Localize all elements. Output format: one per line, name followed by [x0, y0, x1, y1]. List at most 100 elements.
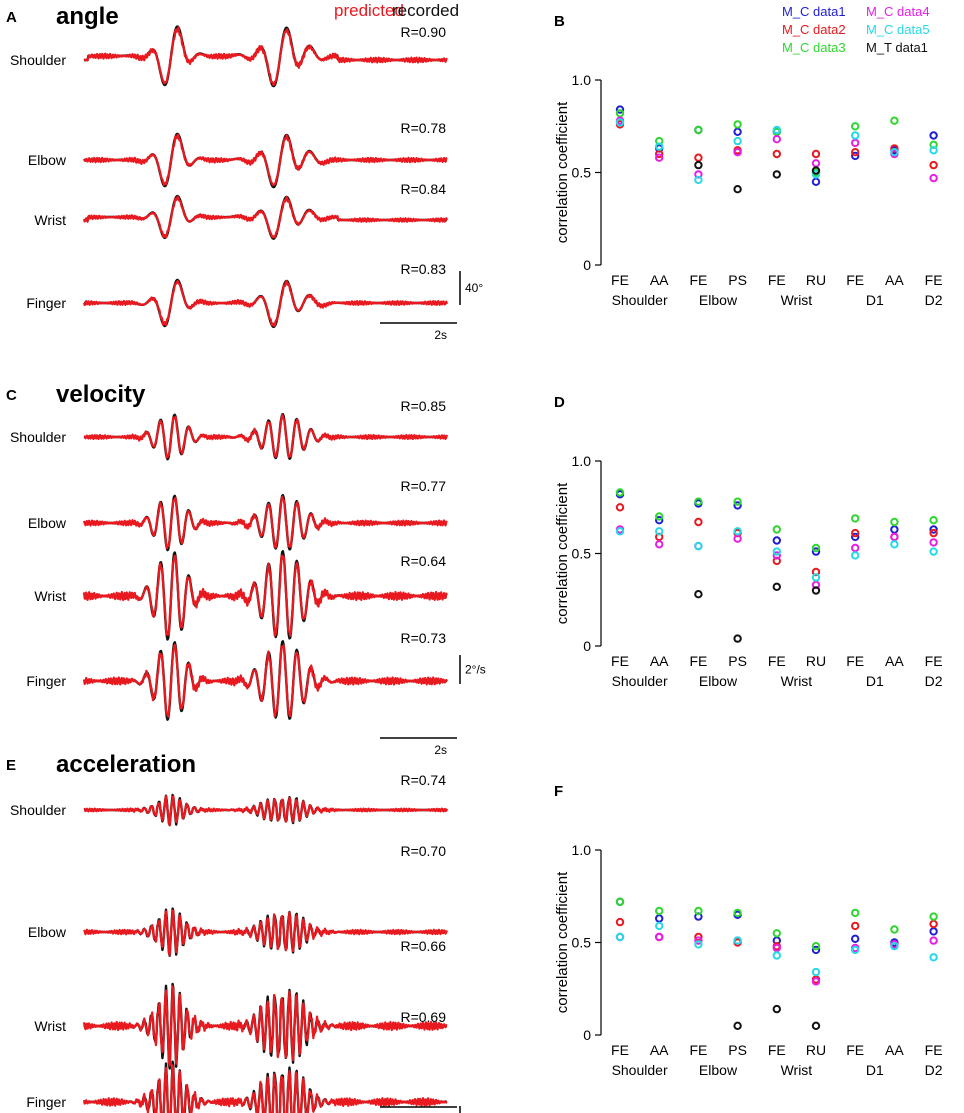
point-m-c-data5 — [772, 125, 781, 135]
point-m-t-data1 — [733, 185, 742, 194]
panel-letter: E — [6, 757, 16, 774]
x-tick-label: FE — [846, 272, 864, 288]
amp-scale-label: 40° — [465, 281, 483, 295]
point-m-t-data1 — [811, 166, 821, 175]
point-m-c-data5 — [615, 932, 625, 942]
x-tick-label: FE — [768, 272, 786, 288]
time-scale-label: 2s — [434, 743, 447, 757]
legend-recorded: recorded — [392, 1, 459, 20]
point-m-c-data3 — [890, 517, 899, 527]
point-m-c-data3 — [851, 908, 860, 918]
group-label-elbow: Elbow — [699, 673, 738, 689]
point-m-c-data3 — [733, 908, 742, 918]
point-m-c-data5 — [615, 118, 625, 127]
point-m-c-data2 — [851, 528, 860, 538]
point-m-c-data2 — [851, 921, 860, 931]
point-m-c-data4 — [851, 543, 860, 553]
x-tick-label: RU — [806, 653, 826, 669]
x-tick-label: FE — [925, 653, 943, 669]
point-m-c-data5 — [811, 967, 821, 977]
panel-letter: C — [6, 387, 17, 404]
point-m-c-data1 — [811, 945, 821, 955]
point-m-c-data1 — [929, 131, 938, 140]
predicted-trace — [83, 414, 449, 459]
point-m-c-data3 — [694, 906, 703, 916]
group-label-d1: D1 — [866, 1062, 884, 1078]
predicted-trace — [83, 795, 449, 827]
point-m-c-data3 — [929, 912, 938, 921]
predicted-trace — [82, 554, 448, 637]
point-m-c-data5 — [929, 547, 938, 556]
x-tick-label: PS — [728, 1042, 747, 1058]
r-value-finger: R=0.69 — [400, 1009, 446, 1025]
point-m-t-data1 — [733, 1021, 742, 1031]
r-value-elbow: R=0.77 — [400, 478, 446, 494]
point-m-c-data1 — [851, 151, 860, 161]
x-tick-label: PS — [728, 653, 747, 669]
point-m-c-data2 — [694, 153, 703, 162]
r-value-elbow: R=0.70 — [400, 843, 446, 859]
point-m-c-data4 — [733, 534, 742, 543]
point-m-c-data5 — [772, 547, 781, 556]
point-m-c-data4 — [851, 138, 860, 148]
point-m-c-data5 — [890, 148, 899, 157]
y-axis-label: correlation coefficient — [554, 101, 571, 243]
point-m-c-data4 — [655, 540, 664, 549]
point-m-c-data5 — [890, 540, 899, 549]
point-m-c-data1 — [929, 525, 938, 534]
point-m-c-data5 — [890, 942, 899, 951]
x-tick-label: FE — [846, 1042, 864, 1058]
y-axis-label: correlation coefficient — [554, 871, 571, 1013]
point-m-c-data3 — [929, 516, 938, 525]
x-tick-label: FE — [925, 272, 943, 288]
point-m-c-data3 — [890, 925, 899, 934]
point-m-c-data3 — [890, 116, 899, 125]
point-m-c-data1 — [811, 177, 821, 187]
point-m-c-data5 — [851, 131, 860, 140]
point-m-c-data2 — [615, 503, 625, 512]
group-label-d1: D1 — [866, 292, 884, 308]
y-tick-label: 0 — [583, 638, 591, 654]
point-m-c-data3 — [655, 906, 664, 916]
point-m-c-data2 — [694, 517, 703, 527]
group-label-shoulder: Shoulder — [612, 673, 668, 689]
point-m-c-data4 — [811, 159, 821, 168]
row-label-finger: Finger — [26, 673, 66, 689]
panel-letter: B — [554, 13, 565, 30]
x-tick-label: PS — [728, 272, 747, 288]
point-m-c-data4 — [655, 153, 664, 162]
x-tick-label: FE — [689, 1042, 707, 1058]
point-m-c-data3 — [772, 929, 781, 938]
r-value-shoulder: R=0.74 — [400, 772, 446, 788]
point-m-c-data2 — [811, 149, 821, 159]
point-m-c-data5 — [694, 940, 703, 949]
x-tick-label: RU — [806, 1042, 826, 1058]
predicted-trace — [83, 26, 448, 87]
predicted-trace — [82, 643, 448, 718]
x-tick-label: FE — [846, 653, 864, 669]
predicted-trace — [82, 985, 448, 1067]
x-tick-label: RU — [806, 272, 826, 288]
r-value-wrist: R=0.84 — [400, 181, 446, 197]
point-m-c-data1 — [890, 525, 899, 534]
y-tick-label: 0.5 — [572, 546, 592, 562]
point-m-t-data1 — [733, 634, 742, 643]
panel-letter: F — [554, 783, 563, 800]
point-m-c-data5 — [772, 951, 781, 960]
point-m-c-data5 — [694, 541, 703, 551]
point-m-c-data5 — [851, 551, 860, 560]
predicted-trace — [82, 1064, 448, 1113]
point-m-c-data5 — [851, 945, 860, 955]
r-value-wrist: R=0.64 — [400, 553, 446, 569]
group-label-elbow: Elbow — [699, 1062, 738, 1078]
point-m-c-data4 — [694, 936, 703, 945]
point-m-c-data1 — [733, 501, 742, 510]
r-value-wrist: R=0.66 — [400, 938, 446, 954]
x-tick-label: AA — [885, 1042, 904, 1058]
point-m-t-data1 — [811, 1021, 821, 1031]
point-m-c-data5 — [655, 921, 664, 931]
group-label-d2: D2 — [925, 673, 943, 689]
point-m-c-data4 — [929, 936, 938, 945]
